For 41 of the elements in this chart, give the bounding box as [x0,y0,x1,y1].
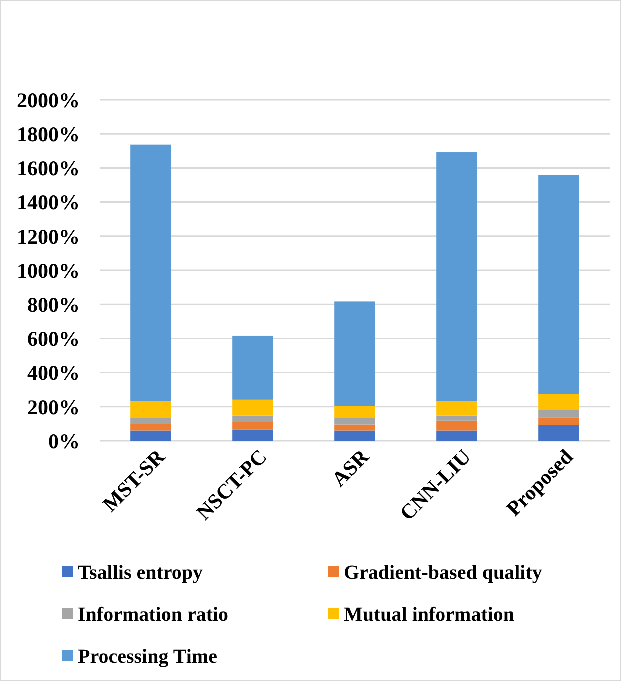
bar [334,424,376,431]
y-tick-label: 600% [28,327,80,352]
legend-label: Tsallis entropy [78,562,204,584]
bar [538,418,580,426]
bar [538,394,580,410]
y-tick-label: 1600% [17,156,80,181]
bar [130,144,172,402]
bar [334,302,376,406]
bar [232,422,274,430]
bar [334,418,376,425]
y-tick-label: 200% [28,395,80,420]
bar [334,406,376,418]
bar [436,416,478,421]
y-tick-label: 1000% [17,258,80,283]
bar [436,152,478,402]
bar [130,424,172,431]
bar [538,410,580,418]
legend-label: Information ratio [78,604,229,626]
bar [232,430,274,441]
y-tick-label: 800% [28,292,80,317]
legend-label: Mutual information [344,604,515,626]
y-tick-label: 1200% [17,224,80,249]
y-tick-label: 1800% [17,122,80,146]
bar [538,425,580,441]
bar [436,420,478,431]
bar [130,418,172,424]
bar [436,430,478,441]
bar [538,175,580,394]
bar [130,430,172,441]
bar [436,401,478,416]
bar [334,430,376,441]
y-tick-label: 1400% [17,190,80,215]
bar [232,400,274,416]
y-tick-label: 400% [28,361,80,386]
bar [232,336,274,400]
bar [130,401,172,418]
y-tick-label: 2000% [17,88,80,112]
y-tick-label: 0% [48,429,80,454]
legend-label: Gradient-based quality [344,562,542,584]
legend-label: Processing Time [78,646,218,668]
bar [232,416,274,422]
